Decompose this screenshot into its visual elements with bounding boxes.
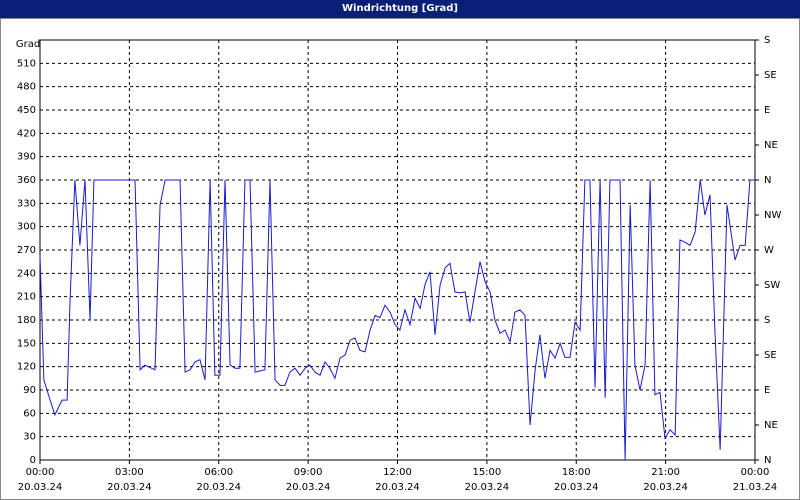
y-tick-label: 270 xyxy=(17,245,36,256)
x-tick-label: 21:00 20.03.24 xyxy=(643,467,688,493)
y-tick-label: 510 xyxy=(17,58,36,69)
y-tick-label: 480 xyxy=(17,82,36,93)
y-axis-label: Grad xyxy=(16,39,40,50)
y-tick-label: 60 xyxy=(23,408,36,419)
y-tick-label: 90 xyxy=(23,385,36,396)
y2-tick-label: S xyxy=(764,315,770,326)
x-tick-label: 00:00 21.03.24 xyxy=(732,467,778,493)
y2-tick-label: S xyxy=(764,35,770,46)
x-tick-label: 06:00 20.03.24 xyxy=(196,467,242,493)
y-tick-label: 210 xyxy=(17,292,36,303)
y-tick-label: 0 xyxy=(30,455,36,466)
x-tick-label: 12:00 20.03.24 xyxy=(375,467,420,493)
y-tick-label: 120 xyxy=(17,362,36,373)
y2-tick-label: NE xyxy=(764,420,778,431)
y-tick-label: 150 xyxy=(17,338,36,349)
y2-tick-label: E xyxy=(764,105,770,116)
y2-tick-label: NW xyxy=(764,210,781,221)
y-tick-label: 360 xyxy=(17,175,36,186)
y-tick-label: 420 xyxy=(17,128,36,139)
x-tick-label: 18:00 20.03.24 xyxy=(553,467,599,493)
y-tick-label: 330 xyxy=(17,198,36,209)
y-tick-label: 390 xyxy=(17,152,36,163)
y2-tick-label: SW xyxy=(764,280,780,291)
x-tick-label: 00:00 20.03.24 xyxy=(17,467,63,493)
plot-border xyxy=(39,39,756,461)
y2-tick-label: SE xyxy=(764,350,777,361)
x-tick-label: 15:00 20.03.24 xyxy=(464,467,510,493)
y-tick-label: 30 xyxy=(23,432,36,443)
y2-tick-label: N xyxy=(764,455,771,466)
y2-tick-label: NE xyxy=(764,140,778,151)
y-tick-label: 240 xyxy=(17,268,36,279)
data-line xyxy=(39,179,755,461)
y2-tick-label: W xyxy=(764,245,774,256)
y2-tick-label: E xyxy=(764,385,770,396)
y-tick-label: 180 xyxy=(17,315,36,326)
y-tick-label: 450 xyxy=(17,105,36,116)
y-tick-label: 300 xyxy=(17,222,36,233)
title-bar: Windrichtung [Grad] xyxy=(0,0,800,18)
x-tick-label: 03:00 20.03.24 xyxy=(107,467,152,493)
y2-tick-label: SE xyxy=(764,70,777,81)
y2-tick-label: N xyxy=(764,175,771,186)
x-tick-label: 09:00 20.03.24 xyxy=(285,467,331,493)
